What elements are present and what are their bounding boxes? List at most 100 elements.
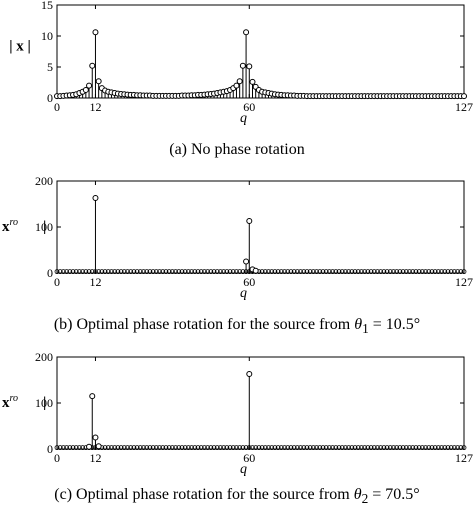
baseline-marker bbox=[371, 269, 377, 275]
baseline-marker bbox=[359, 269, 364, 275]
baseline-marker bbox=[288, 445, 294, 451]
baseline-marker bbox=[419, 269, 425, 275]
y-tick-label: 5 bbox=[47, 60, 53, 74]
baseline-marker bbox=[205, 269, 211, 275]
stem-marker bbox=[239, 62, 246, 69]
baseline-marker bbox=[320, 445, 326, 451]
baseline-marker bbox=[391, 445, 396, 451]
baseline-marker bbox=[307, 445, 313, 451]
baseline-marker bbox=[442, 445, 448, 451]
baseline-marker bbox=[407, 445, 412, 451]
baseline-marker bbox=[294, 269, 300, 275]
baseline-marker bbox=[410, 269, 416, 275]
baseline-marker bbox=[89, 269, 95, 275]
baseline-marker bbox=[439, 269, 444, 275]
stem-marker bbox=[89, 393, 96, 400]
baseline-marker bbox=[346, 445, 352, 451]
baseline-marker bbox=[343, 269, 348, 275]
baseline-marker bbox=[128, 445, 134, 451]
baseline-marker bbox=[208, 269, 214, 275]
baseline-marker bbox=[198, 269, 204, 275]
baseline-marker bbox=[131, 269, 137, 275]
x-tick-label: 12 bbox=[89, 100, 101, 114]
baseline-marker bbox=[323, 445, 329, 451]
y-tick-label: 100 bbox=[35, 220, 53, 234]
baseline-marker bbox=[397, 445, 403, 451]
baseline-marker bbox=[384, 445, 390, 451]
baseline-marker bbox=[105, 445, 111, 451]
stem-marker bbox=[89, 62, 96, 69]
baseline-marker bbox=[381, 269, 387, 275]
baseline-marker bbox=[451, 269, 457, 275]
baseline-marker bbox=[218, 445, 223, 451]
baseline-marker bbox=[253, 445, 259, 451]
baseline-marker bbox=[102, 445, 108, 451]
baseline-marker bbox=[176, 269, 182, 275]
baseline-marker bbox=[310, 445, 316, 451]
baseline-marker bbox=[61, 269, 66, 275]
y-tick-label: 0 bbox=[47, 91, 53, 105]
baseline-marker bbox=[57, 445, 63, 451]
baseline-marker bbox=[304, 269, 310, 275]
baseline-marker bbox=[96, 269, 102, 275]
baseline-marker bbox=[339, 445, 345, 451]
baseline-marker bbox=[153, 269, 159, 275]
baseline-marker bbox=[336, 269, 342, 275]
baseline-marker bbox=[391, 269, 396, 275]
baseline-marker bbox=[205, 445, 211, 451]
baseline-marker bbox=[202, 269, 207, 275]
baseline-marker bbox=[317, 445, 323, 451]
panel-b: 0 100 200 0 12 60 127 q xro | bbox=[2, 174, 473, 301]
baseline-marker bbox=[125, 269, 130, 275]
stem-marker bbox=[82, 86, 89, 93]
stem-marker bbox=[92, 434, 99, 441]
y-tick-label: 200 bbox=[35, 174, 53, 188]
baseline-marker bbox=[416, 445, 422, 451]
baseline-marker bbox=[221, 269, 227, 275]
baseline-marker bbox=[461, 445, 467, 451]
y-axis-label-bar: | bbox=[43, 395, 46, 411]
stem-marker bbox=[461, 93, 467, 100]
baseline-marker bbox=[426, 269, 432, 275]
baseline-marker bbox=[61, 445, 66, 451]
x-tick-label: 60 bbox=[243, 275, 255, 289]
baseline-marker bbox=[105, 269, 111, 275]
baseline-marker bbox=[439, 445, 444, 451]
stem-marker bbox=[243, 29, 250, 36]
baseline-marker bbox=[426, 445, 432, 451]
baseline-marker bbox=[240, 269, 246, 275]
baseline-marker bbox=[375, 445, 380, 451]
baseline-marker bbox=[234, 269, 239, 275]
baseline-marker bbox=[407, 269, 412, 275]
baseline-marker bbox=[359, 445, 364, 451]
baseline-marker bbox=[118, 445, 124, 451]
x-tick-label: 60 bbox=[243, 451, 255, 465]
axes-frame bbox=[56, 4, 465, 99]
baseline-marker bbox=[128, 269, 134, 275]
baseline-marker bbox=[227, 269, 233, 275]
baseline-marker bbox=[455, 269, 460, 275]
y-tick-label: 100 bbox=[35, 396, 53, 410]
baseline-marker bbox=[169, 269, 175, 275]
baseline-marker bbox=[262, 269, 268, 275]
baseline-marker bbox=[163, 445, 169, 451]
baseline-marker bbox=[195, 269, 201, 275]
baseline-marker bbox=[375, 269, 380, 275]
baseline-marker bbox=[109, 269, 114, 275]
baseline-marker bbox=[423, 269, 428, 275]
baseline-marker bbox=[310, 269, 316, 275]
baseline-marker bbox=[157, 445, 162, 451]
baseline-marker bbox=[160, 269, 166, 275]
baseline-marker bbox=[445, 445, 451, 451]
baseline-marker bbox=[397, 269, 403, 275]
baseline-marker bbox=[134, 269, 140, 275]
baseline-marker bbox=[185, 269, 191, 275]
baseline-marker bbox=[266, 445, 271, 451]
baseline-marker bbox=[339, 269, 345, 275]
baseline-marker bbox=[448, 445, 454, 451]
baseline-marker bbox=[237, 445, 243, 451]
baseline-marker bbox=[458, 445, 464, 451]
baseline-marker bbox=[288, 269, 294, 275]
baseline-marker bbox=[192, 445, 198, 451]
baseline-marker bbox=[243, 445, 249, 451]
